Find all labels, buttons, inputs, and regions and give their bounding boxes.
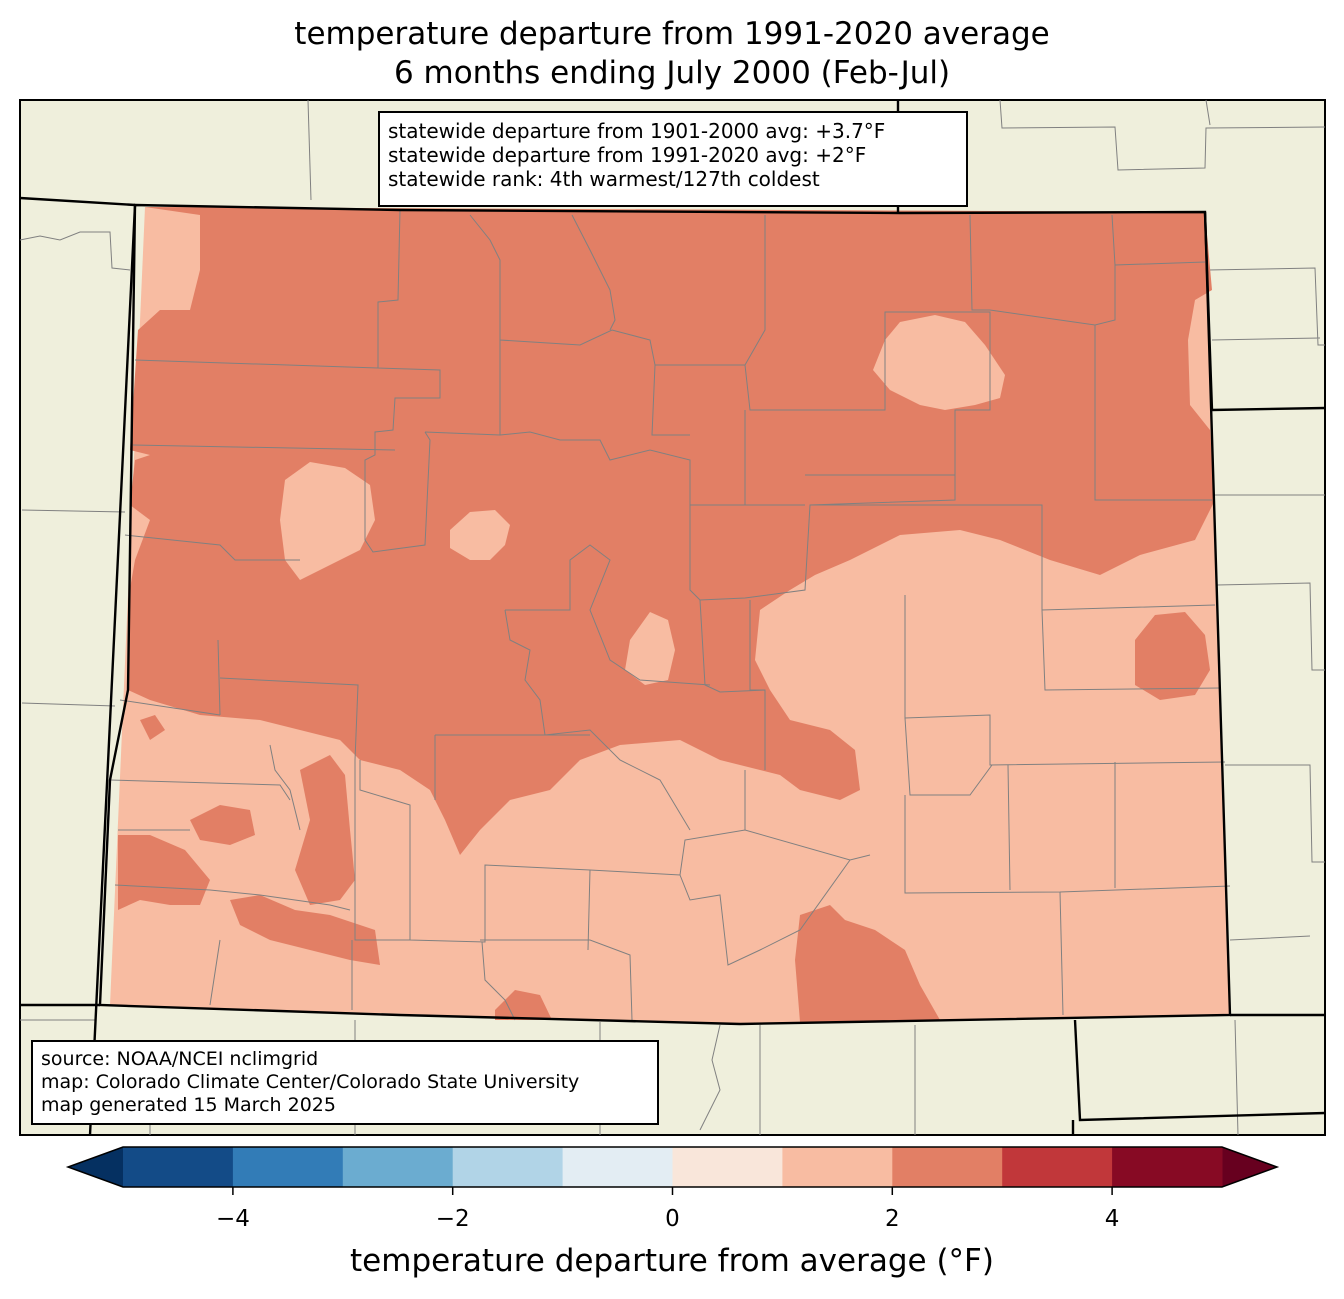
warm-patch-east: [1135, 612, 1210, 700]
colorbar-bin-7: [892, 1147, 1003, 1187]
stats-line-2: statewide departure from 1991-2020 avg: …: [388, 143, 867, 167]
warm-patch-southwest-2: [295, 755, 355, 905]
source-line-2: map: Colorado Climate Center/Colorado St…: [41, 1071, 580, 1093]
colorbar-bin-6: [782, 1147, 893, 1187]
cool-island-central-south: [625, 612, 675, 685]
colorbar-label: temperature departure from average (°F): [350, 1243, 994, 1279]
stats-line-3: statewide rank: 4th warmest/127th coldes…: [388, 167, 820, 191]
map-title-line-1: temperature departure from 1991-2020 ave…: [294, 16, 1050, 52]
colorbar-over-arrow: [1222, 1147, 1277, 1187]
cool-island-northeast: [873, 315, 1005, 410]
colorbar: [65, 1146, 1280, 1195]
source-line-3: map generated 15 March 2025: [41, 1094, 336, 1116]
colorbar-bin-8: [1002, 1147, 1113, 1187]
map-title-line-2: 6 months ending July 2000 (Feb-Jul): [393, 55, 951, 91]
stats-line-1: statewide departure from 1901-2000 avg: …: [388, 119, 886, 143]
colorbar-bin-2: [342, 1147, 454, 1187]
neighbor-county-lines: [19, 99, 1326, 1136]
colorado-county-lines: [109, 209, 1231, 1021]
statewide-stats-box: statewide departure from 1901-2000 avg: …: [378, 111, 968, 207]
colorbar-outline: [65, 1146, 1280, 1188]
colorbar-bin-1: [232, 1147, 344, 1187]
colorbar-bin-3: [452, 1147, 564, 1187]
warm-patch-southwest-4: [230, 895, 380, 965]
colorado-border: [98, 203, 1232, 1026]
warm-patch-southwest-3: [190, 805, 255, 845]
source-line-1: source: NOAA/NCEI nclimgrid: [41, 1048, 319, 1070]
colorbar-tick-label: 0: [665, 1206, 680, 1232]
colorbar-tick-label: −2: [435, 1206, 470, 1232]
colorbar-tick-label: 4: [1104, 1206, 1120, 1232]
warm-patch-southwest-corner: [140, 715, 165, 740]
colorbar-bin-4: [562, 1147, 673, 1187]
warm-patch-south-center: [795, 905, 940, 1022]
colorbar-tick-label: −4: [215, 1206, 250, 1232]
colorbar-bin-9: [1112, 1147, 1223, 1187]
colorbar-under-arrow: [68, 1147, 123, 1187]
warm-patch-south-small: [495, 990, 552, 1020]
colorbar-bin-5: [672, 1147, 783, 1187]
source-box: source: NOAA/NCEI nclimgrid map: Colorad…: [31, 1040, 659, 1125]
colorbar-bin-0: [123, 1147, 234, 1187]
cool-island-center: [450, 510, 510, 560]
cool-island-west: [280, 462, 375, 580]
colorbar-tick-label: 2: [884, 1206, 900, 1232]
warm-patch-southwest-1: [118, 835, 210, 910]
